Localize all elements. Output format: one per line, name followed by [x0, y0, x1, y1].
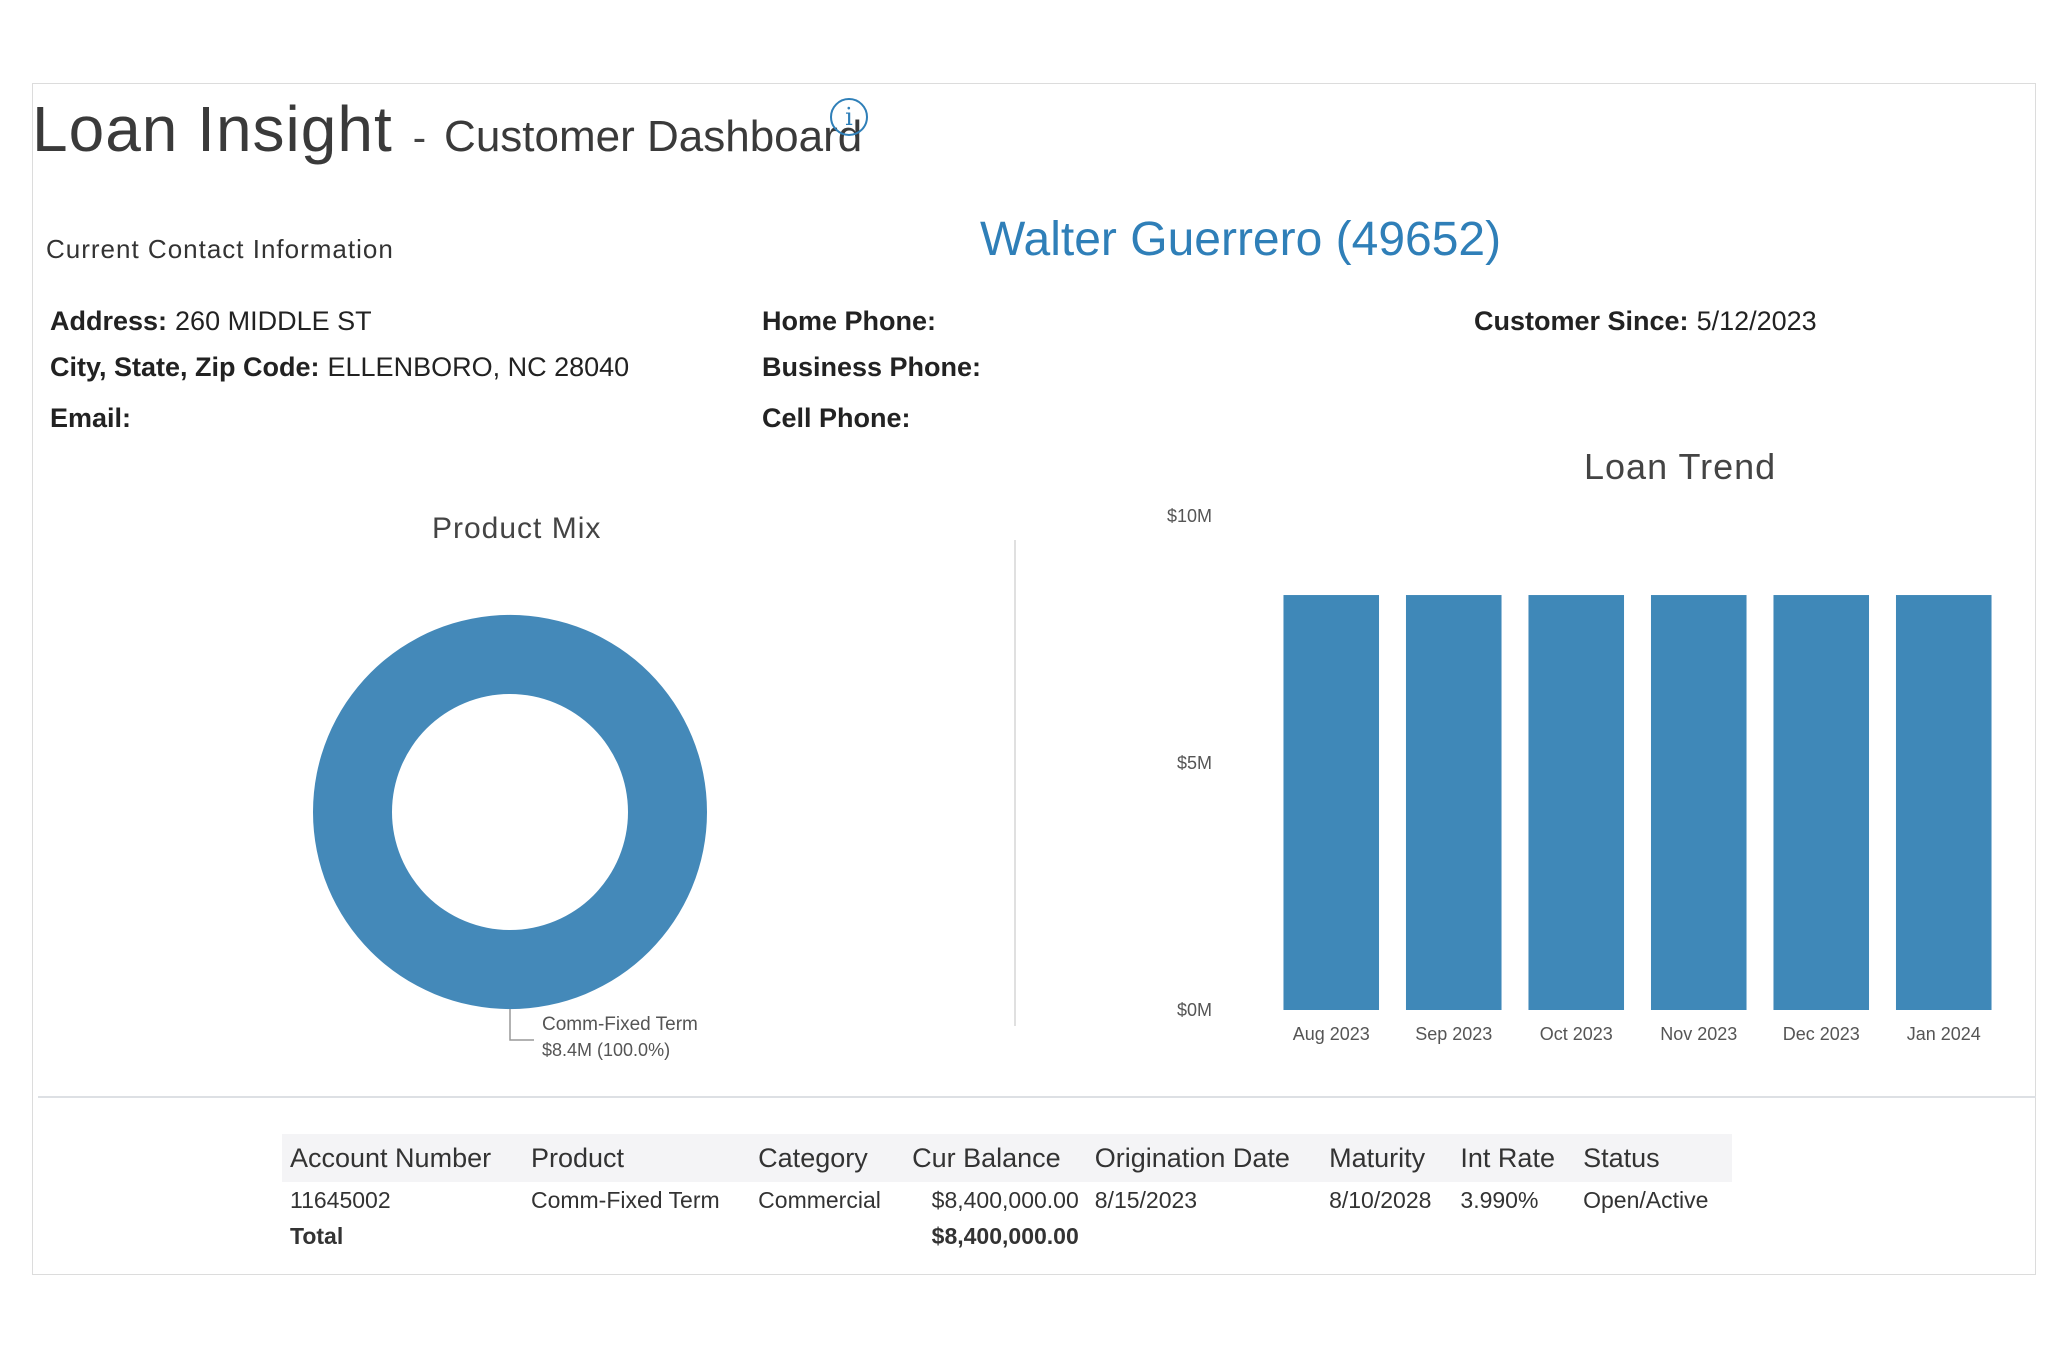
x-tick-label: Nov 2023 [1660, 1024, 1737, 1044]
table-cell [1087, 1218, 1321, 1254]
loan-accounts-table: Account Number Product Category Cur Balance… [282, 1134, 1732, 1254]
section-divider [38, 1096, 2036, 1098]
column-header[interactable]: Origination Date [1086, 1134, 1322, 1182]
customer-since-value: 5/12/2023 [1696, 306, 1817, 336]
table-header-row: Account Number Product Category Cur Balance… [282, 1134, 1732, 1182]
city-state-zip-field: City, State, Zip Code: ELLENBORO, NC 2804… [50, 352, 629, 383]
total-balance: $8,400,000.00 [931, 1222, 1079, 1249]
app-title: Loan Insight [32, 93, 393, 165]
donut-slice-value-label: $8.4M (100.0%) [542, 1040, 670, 1060]
trend-bar[interactable] [1650, 595, 1747, 1010]
loan-trend-chart: $0M $5M $10M Aug 2023 Sep 2023 Oct 2023 Nov 20… [1167, 506, 1992, 1044]
trend-bar[interactable] [1528, 595, 1625, 1010]
table-cell: $8,400,000.00 [931, 1186, 1079, 1213]
x-tick-label: Jan 2024 [1907, 1024, 1981, 1044]
loan-trend-title: Loan Trend [1584, 446, 1777, 487]
x-tick-label: Sep 2023 [1415, 1024, 1492, 1044]
column-header[interactable]: Account Number [282, 1134, 523, 1182]
trend-bar[interactable] [1405, 595, 1502, 1010]
y-tick-label: $10M [1167, 506, 1212, 526]
city-state-zip-value: ELLENBORO, NC 28040 [327, 352, 630, 382]
table-cell: 11645002 [290, 1186, 391, 1213]
table-cell: Commercial [758, 1186, 881, 1213]
table-cell: 8/15/2023 [1094, 1186, 1198, 1213]
column-header[interactable]: Product [522, 1134, 751, 1182]
address-field: Address: 260 MIDDLE ST [50, 306, 372, 337]
product-mix-chart: Comm-Fixed Term $8.4M (100.0%) [312, 614, 708, 1060]
x-tick-label: Oct 2023 [1540, 1024, 1613, 1044]
x-tick-label: Aug 2023 [1293, 1024, 1370, 1044]
trend-bar[interactable] [1283, 595, 1380, 1010]
email-field: Email: [50, 403, 139, 434]
table-cell [1452, 1218, 1575, 1254]
address-label: Address: [50, 306, 168, 336]
page-subtitle: Customer Dashboard [444, 112, 863, 161]
donut-slice[interactable] [312, 614, 708, 1010]
customer-since-field: Customer Since: 5/12/2023 [1474, 306, 1817, 337]
total-label: Total [290, 1222, 344, 1249]
cell-phone-field: Cell Phone: [762, 403, 919, 434]
dashboard-frame [32, 83, 2036, 1275]
table-cell [1575, 1218, 1732, 1254]
table-cell [750, 1218, 904, 1254]
column-header[interactable]: Category [750, 1134, 905, 1182]
table-cell [523, 1218, 750, 1254]
address-value: 260 MIDDLE ST [175, 306, 372, 336]
business-phone-field: Business Phone: [762, 352, 989, 383]
home-phone-label: Home Phone: [762, 306, 937, 336]
donut-slice-label: Comm-Fixed Term [542, 1014, 698, 1035]
column-header[interactable]: Cur Balance [904, 1134, 1087, 1182]
y-tick-label: $5M [1177, 753, 1212, 773]
city-state-zip-label: City, State, Zip Code: [50, 352, 320, 382]
x-tick-label: Dec 2023 [1783, 1024, 1860, 1044]
table-cell [1321, 1218, 1452, 1254]
column-header[interactable]: Int Rate [1452, 1134, 1576, 1182]
column-header[interactable]: Maturity [1321, 1134, 1453, 1182]
product-mix-title: Product Mix [432, 512, 602, 545]
cell-phone-label: Cell Phone: [762, 403, 911, 433]
table-total-row: Total $8,400,000.00 [282, 1218, 1732, 1254]
table-cell: 8/10/2028 [1329, 1186, 1432, 1213]
contact-heading: Current Contact Information [46, 234, 394, 264]
email-label: Email: [50, 403, 132, 433]
customer-since-label: Customer Since: [1474, 306, 1689, 336]
y-tick-label: $0M [1177, 1000, 1212, 1020]
table-cell: 3.990% [1460, 1186, 1539, 1213]
customer-name: Walter Guerrero (49652) [980, 213, 1502, 266]
column-header[interactable]: Status [1575, 1134, 1732, 1182]
page-title: Loan Insight - Customer Dashboard [32, 92, 862, 166]
business-phone-label: Business Phone: [762, 352, 982, 382]
title-separator: - [412, 116, 427, 160]
chart-divider [1014, 540, 1016, 1026]
table-cell: Comm-Fixed Term [530, 1186, 720, 1213]
table-row[interactable]: 11645002 Comm-Fixed Term Commercial $8,400,… [282, 1182, 1732, 1218]
table-cell: Open/Active [1583, 1186, 1709, 1213]
trend-bar[interactable] [1773, 595, 1870, 1010]
donut-leader-line [509, 1009, 534, 1041]
home-phone-field: Home Phone: [762, 306, 944, 337]
info-icon[interactable]: i [830, 98, 868, 136]
trend-bar[interactable] [1895, 595, 1992, 1010]
